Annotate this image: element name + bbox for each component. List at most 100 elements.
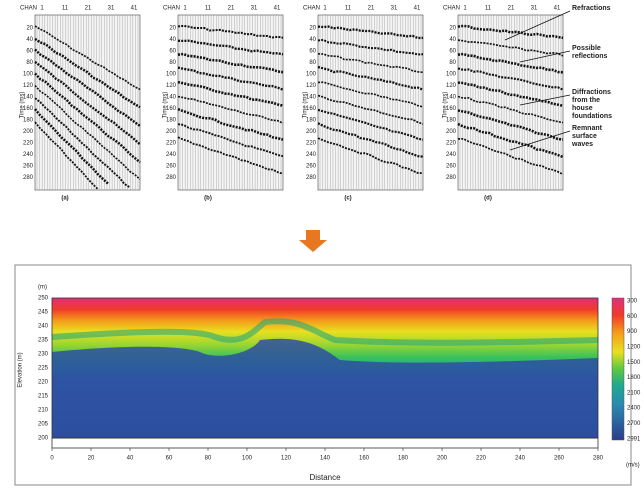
x-tick: 100 bbox=[242, 456, 253, 462]
wavelet bbox=[177, 123, 284, 158]
x-tick: 260 bbox=[554, 456, 565, 462]
time-tick: 120 bbox=[446, 83, 457, 89]
wavelet bbox=[457, 67, 564, 91]
time-tick: 100 bbox=[23, 72, 34, 78]
annotation: Possible bbox=[572, 45, 601, 52]
time-tick: 100 bbox=[446, 72, 457, 78]
channel-tick: 11 bbox=[62, 6, 69, 12]
time-label: Time (ms) bbox=[20, 92, 26, 119]
time-tick: 200 bbox=[306, 129, 317, 135]
channel-tick: 1 bbox=[40, 6, 44, 12]
x-tick: 20 bbox=[88, 456, 95, 462]
y-tick: 220 bbox=[38, 380, 49, 386]
channel-label: CHAN bbox=[303, 6, 320, 12]
wavelet bbox=[317, 25, 424, 40]
time-tick: 220 bbox=[166, 141, 177, 147]
time-tick: 140 bbox=[446, 95, 457, 101]
channel-tick: 1 bbox=[463, 6, 467, 12]
wavelet bbox=[34, 84, 141, 180]
time-tick: 80 bbox=[309, 60, 316, 66]
wavelet bbox=[177, 52, 284, 74]
annotation: house bbox=[572, 105, 593, 112]
channel-label: CHAN bbox=[443, 6, 460, 12]
time-tick: 240 bbox=[306, 152, 317, 158]
wavelet bbox=[457, 95, 564, 124]
annotation: waves bbox=[571, 141, 593, 148]
time-tick: 160 bbox=[166, 106, 177, 112]
colorbar-tick: 1800 bbox=[627, 375, 641, 381]
channel-tick: 11 bbox=[345, 6, 352, 12]
panel-bg bbox=[177, 14, 284, 191]
panel-bg bbox=[34, 14, 141, 191]
x-tick: 240 bbox=[515, 456, 526, 462]
wavelet bbox=[457, 122, 564, 159]
y-unit: (m) bbox=[38, 285, 47, 291]
time-tick: 120 bbox=[23, 83, 34, 89]
time-tick: 280 bbox=[23, 175, 34, 181]
channel-tick: 31 bbox=[108, 6, 115, 12]
wavelet bbox=[457, 109, 564, 141]
annotation: from the bbox=[572, 97, 600, 104]
wavelet bbox=[317, 52, 424, 74]
velocity-low-layer bbox=[52, 338, 598, 438]
x-tick: 120 bbox=[281, 456, 292, 462]
time-tick: 220 bbox=[446, 141, 457, 147]
wavelet bbox=[457, 52, 564, 74]
wavelet bbox=[34, 108, 110, 186]
wavelet bbox=[34, 72, 141, 164]
channel-tick: 41 bbox=[414, 6, 421, 12]
colorbar-tick: 1200 bbox=[627, 344, 641, 350]
channel-tick: 41 bbox=[554, 6, 561, 12]
channel-tick: 31 bbox=[251, 6, 258, 12]
time-tick: 140 bbox=[306, 95, 317, 101]
time-tick: 40 bbox=[309, 37, 316, 43]
colorbar-tick: 2100 bbox=[627, 390, 641, 396]
wavelet bbox=[177, 24, 284, 39]
time-tick: 220 bbox=[23, 141, 34, 147]
panel-caption: (d) bbox=[484, 196, 492, 202]
x-tick: 200 bbox=[437, 456, 448, 462]
panel-caption: (a) bbox=[61, 196, 68, 202]
channel-tick: 11 bbox=[485, 6, 492, 12]
wavelet bbox=[457, 81, 564, 108]
y-tick: 205 bbox=[38, 422, 49, 428]
time-tick: 260 bbox=[23, 164, 34, 170]
annotation: Diffractions bbox=[572, 89, 611, 96]
y-label: Elevation (m) bbox=[18, 352, 24, 387]
time-tick: 240 bbox=[166, 152, 177, 158]
wavelet bbox=[317, 122, 424, 158]
wavelet bbox=[317, 81, 424, 108]
channel-tick: 41 bbox=[131, 6, 138, 12]
time-tick: 160 bbox=[23, 106, 34, 112]
leader bbox=[519, 94, 571, 106]
annotation: surface bbox=[572, 133, 597, 140]
colorbar bbox=[611, 297, 625, 441]
colorbar-tick: 2991 bbox=[627, 436, 641, 442]
wavelet bbox=[34, 37, 141, 109]
x-tick: 140 bbox=[320, 456, 331, 462]
time-tick: 220 bbox=[306, 141, 317, 147]
channel-tick: 21 bbox=[85, 6, 92, 12]
velocity-contour bbox=[51, 318, 599, 346]
y-tick: 230 bbox=[38, 352, 49, 358]
time-tick: 20 bbox=[169, 26, 176, 32]
y-tick: 235 bbox=[38, 338, 49, 344]
y-tick: 215 bbox=[38, 394, 49, 400]
time-tick: 60 bbox=[449, 49, 456, 55]
time-tick: 280 bbox=[306, 175, 317, 181]
time-tick: 280 bbox=[446, 175, 457, 181]
channel-tick: 21 bbox=[228, 6, 235, 12]
channel-tick: 31 bbox=[531, 6, 538, 12]
wavelet bbox=[34, 48, 141, 127]
y-tick: 225 bbox=[38, 366, 49, 372]
time-tick: 40 bbox=[26, 37, 33, 43]
channel-tick: 1 bbox=[183, 6, 187, 12]
time-tick: 240 bbox=[23, 152, 34, 158]
time-tick: 160 bbox=[306, 106, 317, 112]
time-tick: 180 bbox=[23, 118, 34, 124]
time-tick: 80 bbox=[26, 60, 33, 66]
annotation: Remnant bbox=[572, 125, 603, 132]
arrow bbox=[299, 230, 327, 252]
time-tick: 260 bbox=[306, 164, 317, 170]
y-tick: 250 bbox=[38, 296, 49, 302]
